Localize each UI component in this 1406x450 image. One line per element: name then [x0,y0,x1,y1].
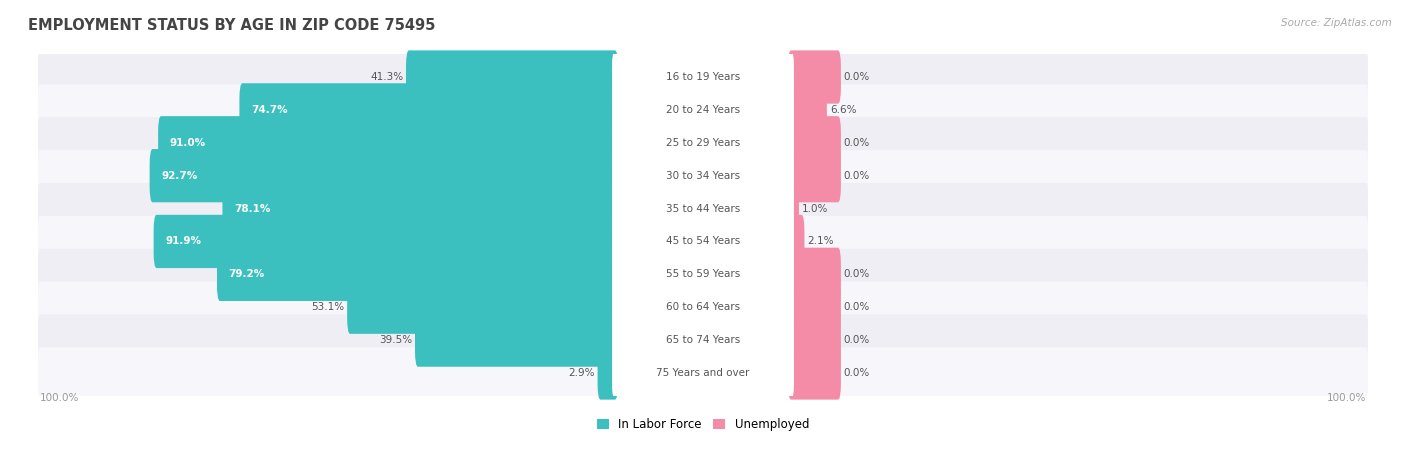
Text: 65 to 74 Years: 65 to 74 Years [666,335,740,345]
Text: 75 Years and over: 75 Years and over [657,368,749,378]
Text: 41.3%: 41.3% [370,72,404,82]
FancyBboxPatch shape [38,150,1368,201]
FancyBboxPatch shape [612,314,794,367]
FancyBboxPatch shape [612,83,794,136]
Text: 91.9%: 91.9% [166,236,201,247]
Text: 39.5%: 39.5% [380,335,412,345]
FancyBboxPatch shape [789,149,841,202]
FancyBboxPatch shape [239,83,617,136]
FancyBboxPatch shape [612,248,794,301]
Text: 20 to 24 Years: 20 to 24 Years [666,105,740,115]
Text: 0.0%: 0.0% [844,138,870,148]
FancyBboxPatch shape [406,50,617,104]
Text: Source: ZipAtlas.com: Source: ZipAtlas.com [1281,18,1392,28]
FancyBboxPatch shape [38,183,1368,234]
Text: 35 to 44 Years: 35 to 44 Years [666,203,740,214]
Text: 55 to 59 Years: 55 to 59 Years [666,270,740,279]
Text: 53.1%: 53.1% [311,302,344,312]
Text: 100.0%: 100.0% [39,393,79,403]
FancyBboxPatch shape [612,281,794,334]
Text: 92.7%: 92.7% [162,171,198,180]
FancyBboxPatch shape [612,50,794,104]
FancyBboxPatch shape [38,84,1368,135]
FancyBboxPatch shape [149,149,617,202]
FancyBboxPatch shape [789,346,841,400]
FancyBboxPatch shape [157,116,617,169]
FancyBboxPatch shape [415,314,617,367]
FancyBboxPatch shape [789,50,841,104]
Text: 0.0%: 0.0% [844,368,870,378]
FancyBboxPatch shape [38,315,1368,366]
FancyBboxPatch shape [612,149,794,202]
FancyBboxPatch shape [217,248,617,301]
FancyBboxPatch shape [612,215,794,268]
Text: 100.0%: 100.0% [1327,393,1367,403]
FancyBboxPatch shape [347,281,617,334]
Text: 0.0%: 0.0% [844,270,870,279]
Text: 45 to 54 Years: 45 to 54 Years [666,236,740,247]
FancyBboxPatch shape [789,314,841,367]
Text: 91.0%: 91.0% [170,138,205,148]
Text: 30 to 34 Years: 30 to 34 Years [666,171,740,180]
FancyBboxPatch shape [38,216,1368,267]
FancyBboxPatch shape [612,116,794,169]
Text: 0.0%: 0.0% [844,171,870,180]
Text: 0.0%: 0.0% [844,72,870,82]
FancyBboxPatch shape [38,117,1368,168]
Text: 6.6%: 6.6% [830,105,856,115]
Text: 0.0%: 0.0% [844,302,870,312]
FancyBboxPatch shape [222,182,617,235]
Text: 79.2%: 79.2% [229,270,264,279]
Text: 74.7%: 74.7% [252,105,288,115]
FancyBboxPatch shape [789,215,804,268]
FancyBboxPatch shape [38,347,1368,399]
FancyBboxPatch shape [789,248,841,301]
Legend: In Labor Force, Unemployed: In Labor Force, Unemployed [598,418,808,431]
Text: 2.1%: 2.1% [807,236,834,247]
Text: 78.1%: 78.1% [235,203,270,214]
Text: 60 to 64 Years: 60 to 64 Years [666,302,740,312]
Text: 0.0%: 0.0% [844,335,870,345]
FancyBboxPatch shape [789,116,841,169]
FancyBboxPatch shape [789,182,799,235]
FancyBboxPatch shape [789,281,841,334]
FancyBboxPatch shape [789,83,827,136]
FancyBboxPatch shape [598,346,617,400]
FancyBboxPatch shape [38,282,1368,333]
Text: 16 to 19 Years: 16 to 19 Years [666,72,740,82]
FancyBboxPatch shape [612,182,794,235]
FancyBboxPatch shape [38,51,1368,103]
FancyBboxPatch shape [153,215,617,268]
Text: EMPLOYMENT STATUS BY AGE IN ZIP CODE 75495: EMPLOYMENT STATUS BY AGE IN ZIP CODE 754… [28,18,436,33]
FancyBboxPatch shape [612,346,794,400]
Text: 2.9%: 2.9% [568,368,595,378]
Text: 25 to 29 Years: 25 to 29 Years [666,138,740,148]
FancyBboxPatch shape [38,249,1368,300]
Text: 1.0%: 1.0% [801,203,828,214]
